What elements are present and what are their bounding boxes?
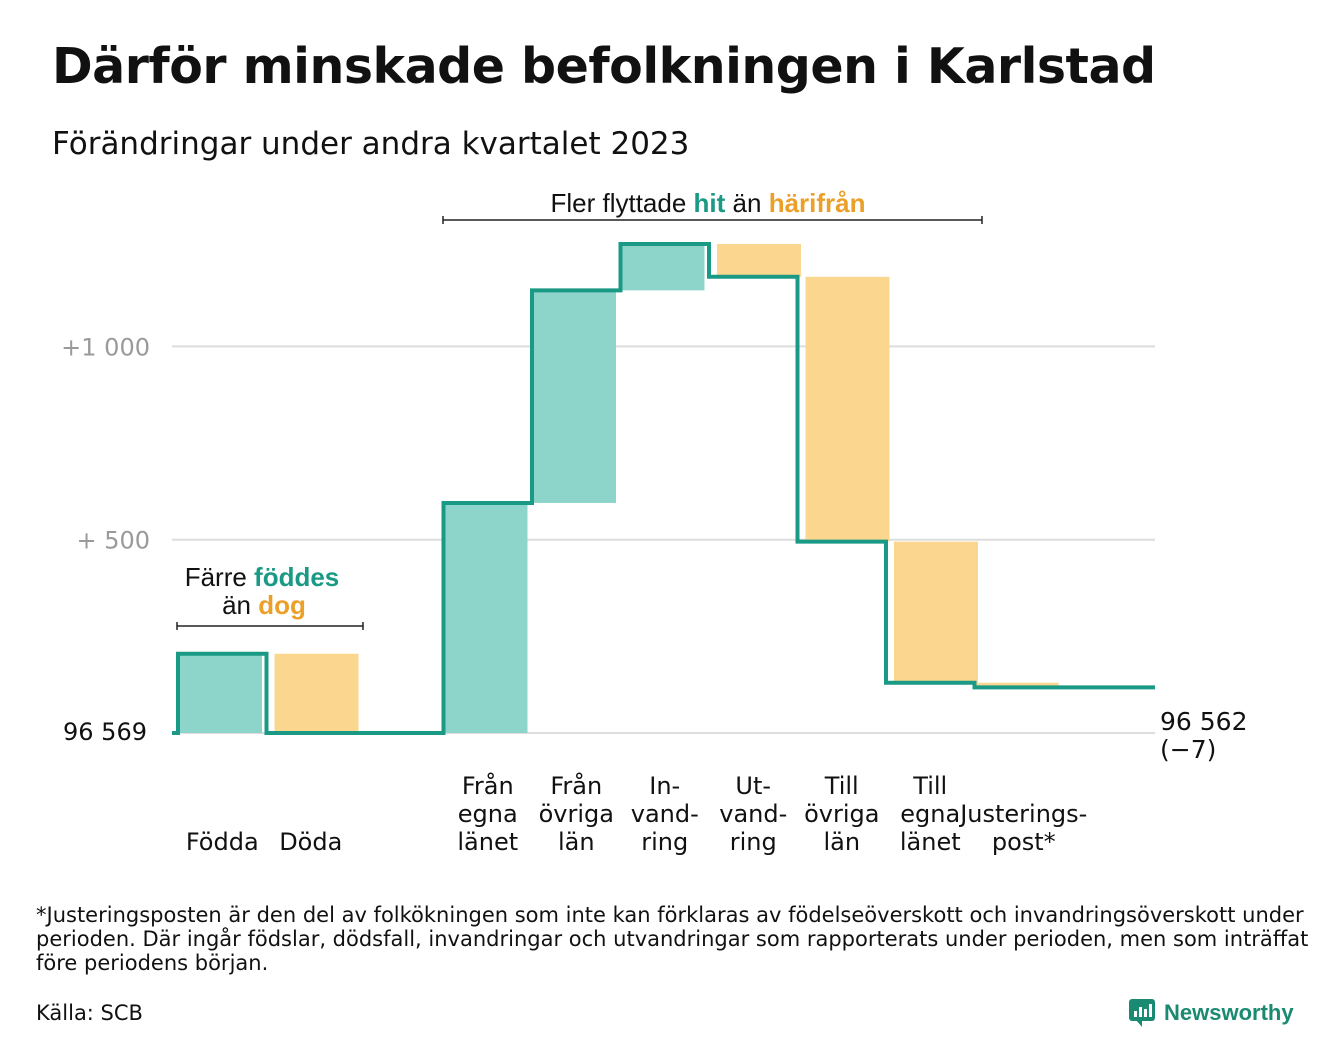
x-label-doda-0: Döda bbox=[279, 828, 342, 856]
bar-fran_egna_lanet bbox=[443, 502, 528, 733]
chart-title: Därför minskade befolkningen i Karlstad bbox=[52, 38, 1156, 95]
bar-utvandring bbox=[717, 243, 801, 277]
y-tick-label-1000: +1 000 bbox=[61, 333, 150, 361]
annotation-births-line1: Färre föddes bbox=[185, 562, 340, 592]
x-label-invandring-1: vand- bbox=[631, 800, 699, 828]
x-label-justeringspost-0: Justerings- bbox=[958, 800, 1087, 828]
x-label-till_egna_lanet-0: Till bbox=[912, 772, 947, 800]
chart-subtitle: Förändringar under andra kvartalet 2023 bbox=[52, 126, 690, 162]
bar-doda bbox=[274, 653, 359, 733]
newsworthy-logo: Newsworthy bbox=[1128, 996, 1294, 1030]
x-label-fran_egna_lanet-2: länet bbox=[457, 828, 518, 856]
cumulative-step-line bbox=[172, 241, 1155, 735]
bar-fodda bbox=[178, 653, 262, 733]
annotation-births-hl2: dog bbox=[258, 590, 306, 620]
bar-fran_ovriga_lan bbox=[532, 290, 616, 503]
x-label-fran_egna_lanet-1: egna bbox=[458, 800, 518, 828]
footnote: *Justeringsposten är den del av folkökni… bbox=[36, 903, 1309, 975]
end-change-label: (−7) bbox=[1160, 735, 1216, 764]
source-note: Källa: SCB bbox=[36, 1001, 143, 1025]
newsworthy-logo-text: Newsworthy bbox=[1164, 1000, 1294, 1025]
x-label-till_ovriga_lan-1: övriga bbox=[804, 800, 879, 828]
x-label-till_ovriga_lan-2: län bbox=[823, 828, 860, 856]
x-label-till_egna_lanet-1: egna bbox=[900, 800, 960, 828]
x-label-fodda-0: Födda bbox=[186, 828, 259, 856]
x-label-till_ovriga_lan-0: Till bbox=[824, 772, 859, 800]
x-label-invandring-0: In- bbox=[649, 772, 680, 800]
end-value-label: 96 562 bbox=[1160, 707, 1247, 736]
annotation-moves-bracket bbox=[442, 216, 983, 224]
bar-till_egna_lanet bbox=[894, 541, 978, 683]
x-label-fran_ovriga_lan-2: län bbox=[558, 828, 595, 856]
x-label-utvandring-1: vand- bbox=[719, 800, 787, 828]
annotation-moves-hl2: härifrån bbox=[769, 188, 866, 218]
annotation-births-line2: än dog bbox=[222, 590, 306, 620]
bar-invandring bbox=[620, 243, 705, 291]
bar-justeringspost bbox=[974, 682, 1059, 688]
bar-till_ovriga_lan bbox=[805, 276, 890, 542]
newsworthy-logo-icon bbox=[1129, 999, 1155, 1027]
annotation-births-bracket bbox=[176, 622, 364, 630]
x-label-fran_ovriga_lan-1: övriga bbox=[539, 800, 614, 828]
x-label-till_egna_lanet-2: länet bbox=[900, 828, 961, 856]
start-value-label: 96 569 bbox=[63, 718, 147, 746]
x-label-utvandring-0: Ut- bbox=[735, 772, 771, 800]
annotation-births-hl1: föddes bbox=[254, 562, 339, 592]
x-label-invandring-2: ring bbox=[641, 828, 688, 856]
x-label-fran_egna_lanet-0: Från bbox=[462, 771, 514, 800]
y-tick-label-500: + 500 bbox=[76, 527, 150, 555]
annotation-moves: Fler flyttade hit än härifrån bbox=[550, 188, 865, 218]
annotation-moves-hl1: hit bbox=[694, 188, 726, 218]
x-label-utvandring-2: ring bbox=[730, 828, 777, 856]
x-label-justeringspost-1: post* bbox=[992, 828, 1056, 856]
x-label-fran_ovriga_lan-0: Från bbox=[550, 771, 602, 800]
